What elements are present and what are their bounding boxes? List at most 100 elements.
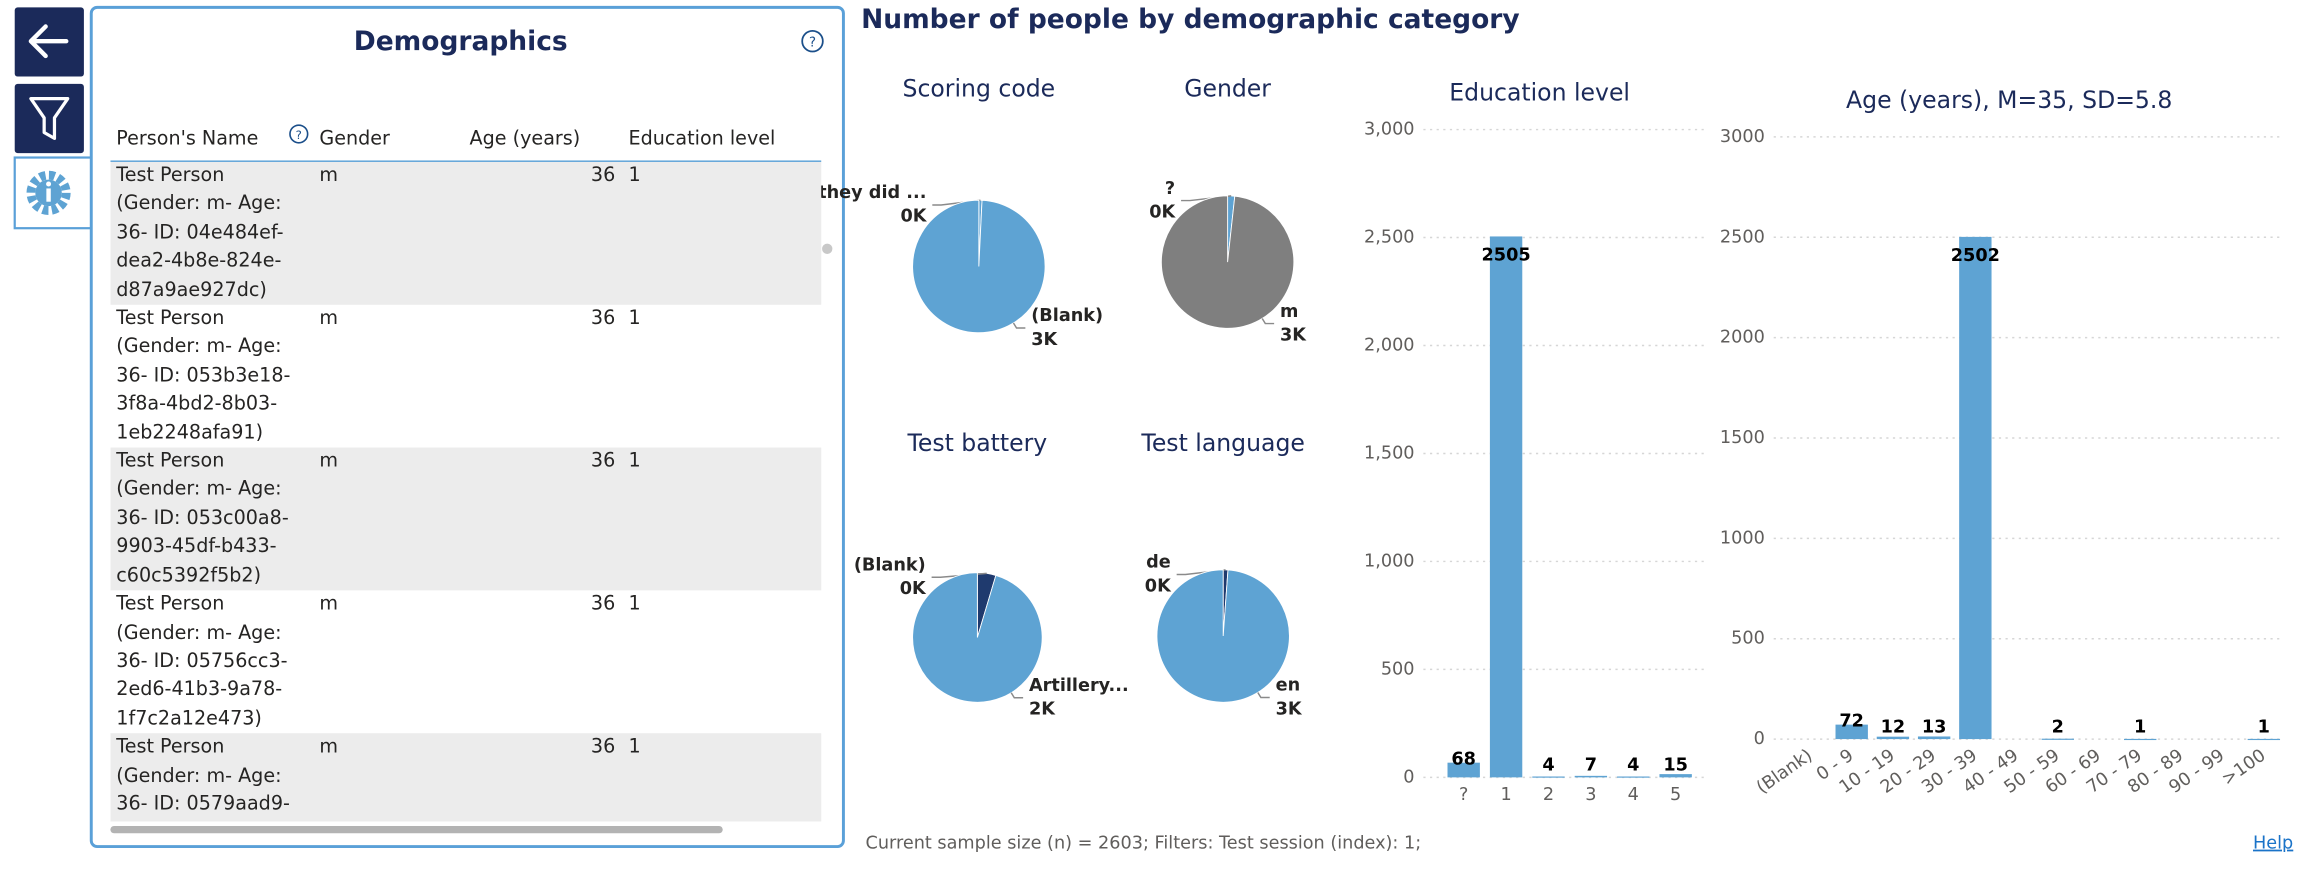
table-cell: m: [319, 164, 339, 187]
y-tick-label: 1,500: [1364, 443, 1415, 463]
chart-title: Age (years), M=35, SD=5.8: [1846, 86, 2172, 114]
x-tick-label: 1: [1500, 785, 1511, 805]
data-label: 1: [2134, 717, 2146, 737]
table-cell: 1: [628, 450, 641, 473]
x-tick-label: >100: [2218, 746, 2269, 790]
data-label: they did ...: [818, 183, 926, 203]
pie-slice: [912, 572, 1043, 703]
x-tick-label: (Blank): [1753, 746, 1816, 799]
y-tick-label: 0: [1754, 729, 1765, 749]
table-header: Person's Name Gender Age (years) Educati…: [110, 118, 822, 162]
table-cell: 1: [628, 307, 641, 330]
data-table: Person's Name Gender Age (years) Educati…: [110, 118, 822, 822]
y-tick-label: 0: [1403, 767, 1414, 787]
chart-title: Test battery: [906, 429, 1047, 457]
column-header: Person's Name: [116, 128, 259, 151]
y-tick-label: 1500: [1720, 428, 1765, 448]
x-tick-label: 2: [1543, 785, 1554, 805]
bar: [1959, 236, 1992, 740]
table-cell: Test Person (Gender: m- Age: 36- ID: 053…: [116, 450, 289, 587]
table-cell: Test Person (Gender: m- Age: 36- ID: 057…: [116, 593, 288, 730]
table-cell: Test Person (Gender: m- Age: 36- ID: 04e…: [116, 164, 284, 302]
bar: [1876, 736, 1910, 740]
svg-text:?: ?: [809, 36, 816, 51]
table-cell: 36: [590, 450, 616, 473]
help-link[interactable]: Help: [2253, 834, 2293, 854]
chart-title: Scoring code: [903, 74, 1056, 102]
table-row[interactable]: Test Person (Gender: m- Age: 36- ID: 053…: [110, 447, 822, 591]
chart-title: Gender: [1184, 74, 1271, 102]
table-cell: 1: [628, 593, 641, 616]
bar: [1489, 236, 1523, 778]
bar: [1574, 775, 1608, 778]
column-header: Gender: [319, 128, 390, 151]
bar: [1917, 736, 1951, 740]
table-cell: m: [319, 593, 339, 616]
y-tick-label: 1000: [1720, 528, 1765, 548]
leader-line: [1261, 318, 1275, 325]
y-tick-label: 500: [1381, 659, 1415, 679]
chart-title: Test language: [1140, 429, 1304, 457]
table-body: Test Person (Gender: m- Age: 36- ID: 04e…: [110, 161, 822, 822]
svg-text:?: ?: [296, 128, 302, 142]
table-cell: m: [319, 736, 339, 759]
bar: [2247, 738, 2281, 741]
back-button[interactable]: [14, 7, 84, 77]
page-title: Number of people by demographic category: [861, 4, 1520, 35]
leader-line: [1012, 322, 1026, 329]
data-label: 0K: [1149, 202, 1176, 222]
data-label: 2: [2052, 717, 2064, 737]
x-tick-label: 4: [1628, 785, 1639, 805]
table-cell: 36: [590, 593, 616, 616]
data-label: 0K: [900, 207, 927, 227]
y-tick-label: 1,000: [1364, 551, 1415, 571]
data-label: 4: [1542, 756, 1554, 776]
y-tick-label: 3000: [1720, 127, 1765, 147]
help-icon[interactable]: ?: [801, 30, 824, 53]
table-row[interactable]: Test Person (Gender: m- Age: 36- ID: 04e…: [110, 161, 822, 305]
pie-slice: [1156, 569, 1290, 703]
column-help-icon[interactable]: ?: [289, 124, 309, 144]
y-tick-label: 500: [1731, 629, 1765, 649]
table-row[interactable]: Test Person (Gender: m- Age: 36- ID: 057…: [110, 733, 822, 822]
data-label: 3K: [1031, 330, 1058, 350]
data-label: 7: [1585, 756, 1597, 776]
data-label: 3K: [1280, 325, 1307, 345]
footer-note: Current sample size (n) = 2603; Filters:…: [866, 834, 1422, 854]
info-button[interactable]: [13, 156, 97, 230]
bar: [2041, 738, 2074, 740]
data-label: (Blank): [1031, 306, 1103, 326]
filter-button[interactable]: [14, 83, 84, 154]
table-cell: m: [319, 307, 339, 330]
x-tick-label: 5: [1670, 785, 1681, 805]
column-header: Age (years): [469, 128, 581, 151]
table-cell: Test Person (Gender: m- Age: 36- ID: 053…: [116, 307, 291, 445]
table-cell: 36: [590, 164, 616, 187]
bar: [2124, 738, 2157, 741]
data-label: 13: [1922, 717, 1947, 737]
bar: [1659, 774, 1692, 778]
data-label: 1: [2258, 717, 2270, 737]
pie-slice: [912, 199, 1046, 334]
data-label: 2505: [1482, 246, 1531, 266]
data-label: 0K: [1145, 576, 1172, 596]
table-cell: 36: [590, 307, 616, 330]
panel-title: Demographics: [354, 26, 568, 57]
leader-line: [1257, 692, 1270, 699]
vertical-scrollbar[interactable]: [822, 243, 833, 254]
table-cell: 1: [628, 736, 641, 759]
column-header: Education level: [628, 128, 776, 151]
data-label: 3K: [1276, 699, 1303, 719]
table-cell: 36: [590, 736, 616, 759]
table-row[interactable]: Test Person (Gender: m- Age: 36- ID: 053…: [110, 305, 821, 448]
table-row[interactable]: Test Person (Gender: m- Age: 36- ID: 057…: [110, 591, 821, 734]
bar: [1532, 776, 1565, 778]
data-label: 0K: [900, 579, 927, 599]
horizontal-scrollbar[interactable]: [110, 825, 723, 834]
bar: [1835, 724, 1868, 740]
data-label: 68: [1451, 750, 1476, 770]
data-label: Artillery...: [1029, 676, 1129, 696]
x-tick-label: ?: [1459, 785, 1468, 805]
